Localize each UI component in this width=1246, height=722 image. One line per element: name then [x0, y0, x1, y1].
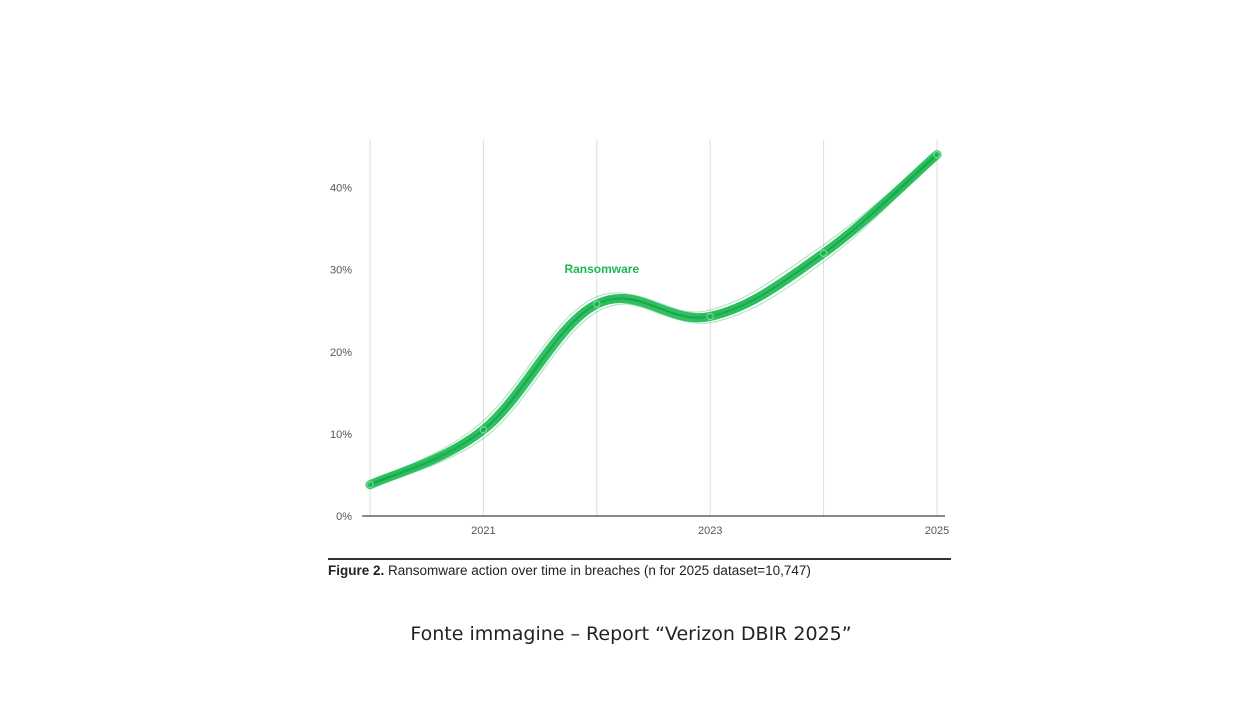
figure-caption-text: Ransomware action over time in breaches …: [384, 563, 811, 578]
y-tick-label: 30%: [330, 265, 352, 277]
y-tick-label: 40%: [330, 183, 352, 195]
ensemble-line: [369, 153, 938, 485]
ensemble-line: [369, 153, 938, 485]
chart-grid: [369, 140, 938, 516]
series-core-ransomware: [369, 153, 938, 486]
caption-rule: [328, 558, 951, 560]
y-tick-label: 10%: [330, 429, 352, 441]
ensemble-line: [369, 154, 938, 486]
data-points: Ransomware: [366, 150, 941, 489]
chart-axes: 0% 10% 20% 30% 40% 2021 2023 2025: [330, 183, 949, 538]
image-source-credit: Fonte immagine – Report “Verizon DBIR 20…: [410, 623, 852, 645]
ensemble-line: [369, 151, 938, 484]
ensemble-line: [369, 155, 938, 487]
figure-label: Figure 2.: [328, 563, 385, 578]
data-point: [479, 426, 488, 434]
ensemble-line: [369, 155, 938, 487]
x-tick-label: 2021: [471, 525, 495, 537]
figure-caption: Figure 2. Ransomware action over time in…: [328, 563, 968, 578]
y-tick-label: 20%: [330, 347, 352, 359]
series-line-ransomware: [365, 150, 942, 490]
uncertainty-band: [369, 151, 938, 488]
data-point: [593, 300, 601, 308]
data-point: [933, 150, 941, 159]
series-lines: [365, 150, 942, 490]
data-point: [366, 481, 374, 489]
data-point: [706, 312, 714, 321]
x-tick-label: 2025: [925, 525, 949, 537]
ensemble-line: [369, 152, 938, 484]
x-tick-label: 2023: [698, 525, 722, 537]
ensemble-line: [369, 156, 938, 488]
data-point: [819, 249, 828, 257]
series-label-ransomware: Ransomware: [564, 262, 639, 276]
y-tick-label: 0%: [336, 511, 352, 523]
